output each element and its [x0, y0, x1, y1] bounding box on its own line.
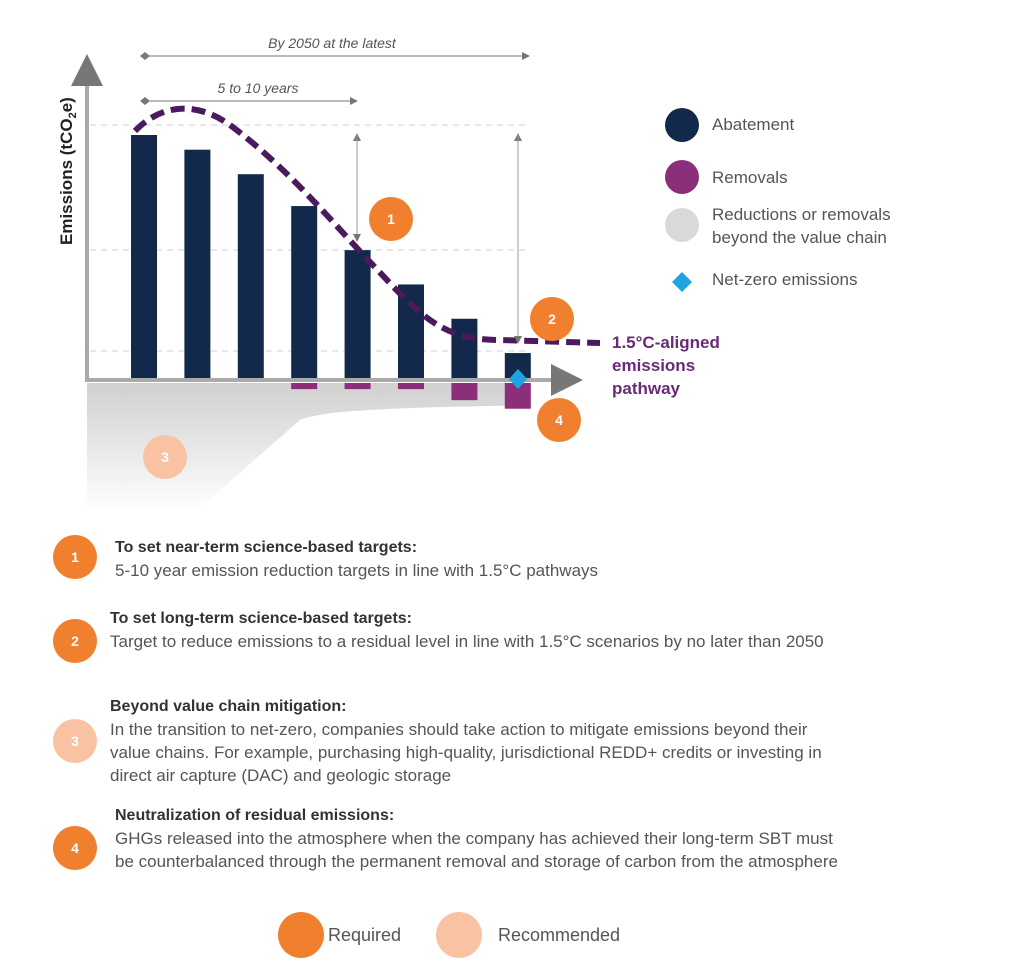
item-marker: 2: [53, 619, 97, 663]
item-marker: 3: [53, 719, 97, 763]
chart: Emissions (tCO2e) By 2050 at the latest …: [57, 35, 720, 512]
abatement-bar: [398, 284, 424, 380]
marker-2: 2: [530, 297, 574, 341]
item-2: To set long-term science-based targets: T…: [110, 610, 824, 651]
legend-diamond-icon: [672, 272, 692, 292]
legend-label: Reductions or removals beyond the value …: [712, 205, 891, 247]
legend-label: Net-zero emissions: [712, 270, 858, 289]
removals-bar: [344, 383, 371, 390]
removals-bar: [291, 383, 318, 390]
legend-swatch-beyond: [665, 208, 699, 242]
removals-bar: [398, 383, 424, 390]
footer-required-label: Required: [328, 925, 402, 945]
legend-swatch-removals: [665, 160, 699, 194]
item-marker: 1: [53, 535, 97, 579]
abatement-bar: [131, 135, 157, 380]
legend-label: Abatement: [712, 115, 795, 134]
abatement-bar: [184, 149, 211, 380]
required-swatch: [278, 912, 324, 958]
marker-1: 1: [369, 197, 413, 241]
span-long-label: By 2050 at the latest: [268, 35, 397, 51]
marker-3: 3: [143, 435, 187, 479]
pathway-label: 1.5°C-aligned emissions pathway: [612, 333, 720, 398]
item-3: Beyond value chain mitigation: In the tra…: [110, 698, 822, 785]
net-zero-diamond: [509, 369, 527, 389]
beyond-value-chain-area: [87, 383, 530, 512]
abatement-bar: [291, 206, 318, 380]
recommended-swatch: [436, 912, 482, 958]
abatement-bar: [237, 174, 264, 380]
marker-4: 4: [537, 398, 581, 442]
y-axis-label: Emissions (tCO2e): [57, 97, 79, 245]
footer-recommended-label: Recommended: [498, 925, 621, 945]
removals-bar: [451, 383, 478, 401]
item-1: To set near-term science-based targets: 5…: [115, 539, 599, 580]
abatement-bar: [451, 318, 478, 380]
legend-label: Removals: [712, 168, 788, 187]
item-4: Neutralization of residual emissions: GHG…: [115, 807, 838, 871]
legend-swatch-abatement: [665, 108, 699, 142]
span-short-label: 5 to 10 years: [218, 80, 299, 96]
item-marker: 4: [53, 826, 97, 870]
abatement-bar: [344, 250, 371, 380]
